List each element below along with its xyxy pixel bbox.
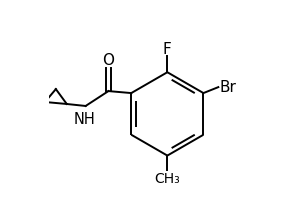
Text: F: F — [163, 42, 172, 57]
Text: O: O — [102, 53, 114, 68]
Text: Br: Br — [220, 80, 237, 95]
Text: CH₃: CH₃ — [154, 172, 180, 186]
Text: NH: NH — [74, 112, 96, 127]
